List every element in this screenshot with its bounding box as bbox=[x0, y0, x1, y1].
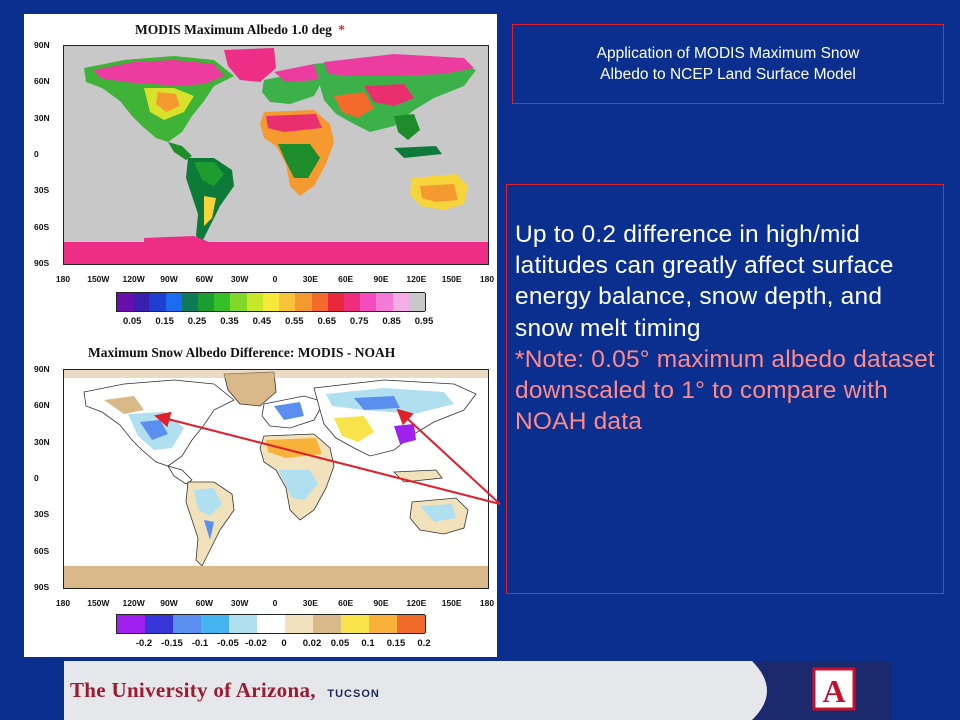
lat-label: 60N bbox=[34, 400, 50, 411]
colorbar-label: 0.15 bbox=[386, 638, 406, 649]
colorbar-label: 0 bbox=[281, 638, 287, 649]
lon-label: 90E bbox=[373, 598, 389, 608]
lon-label: 30W bbox=[230, 274, 249, 284]
university-wordmark: The University of Arizona, TUCSON bbox=[70, 678, 380, 702]
bottom-map-image bbox=[64, 370, 488, 588]
lon-label: 60W bbox=[195, 274, 214, 284]
slide-title-line2: Albedo to NCEP Land Surface Model bbox=[600, 66, 856, 83]
lat-label: 30S bbox=[34, 185, 50, 196]
colorbar-label: -0.02 bbox=[245, 638, 267, 649]
colorbar-strip bbox=[116, 292, 426, 312]
colorbar-label: 0.65 bbox=[317, 316, 336, 327]
colorbar-label: -0.2 bbox=[135, 638, 153, 649]
colorbar-label: -0.15 bbox=[161, 638, 183, 649]
lat-label: 30N bbox=[34, 112, 50, 123]
colorbar-label: 0.2 bbox=[417, 638, 431, 649]
slide-title-line1: Application of MODIS Maximum Snow bbox=[596, 45, 860, 62]
slide-text-box: Up to 0.2 difference in high/mid latitud… bbox=[506, 184, 944, 594]
lat-label: 60N bbox=[34, 76, 50, 87]
colorbar-label: 0.05 bbox=[122, 316, 142, 327]
lat-label: 0 bbox=[34, 149, 39, 159]
bottom-map-title: Maximum Snow Albedo Difference: MODIS - … bbox=[88, 345, 396, 360]
colorbar-strip bbox=[116, 614, 426, 634]
lat-label: 90S bbox=[34, 258, 50, 268]
arrow-to-north-america bbox=[154, 411, 501, 505]
lon-label: 120E bbox=[406, 274, 427, 284]
university-logo: A bbox=[752, 661, 892, 720]
arrow-to-asia bbox=[396, 408, 501, 505]
logo-letter: A bbox=[822, 673, 845, 709]
colorbar-label: 0.15 bbox=[155, 316, 174, 327]
body-text: Up to 0.2 difference in high/mid latitud… bbox=[515, 221, 894, 342]
lon-label: 150E bbox=[441, 598, 462, 608]
colorbar-swatch bbox=[408, 293, 426, 311]
colorbar-label: 0.85 bbox=[382, 316, 401, 327]
lat-label: 90N bbox=[34, 364, 50, 374]
colorbar-label: -0.05 bbox=[217, 638, 239, 649]
colorbar-label: 0.35 bbox=[220, 316, 239, 327]
lon-label: 180 bbox=[55, 598, 71, 608]
lon-label: 150W bbox=[87, 274, 110, 284]
colorbar-label: 0.95 bbox=[414, 316, 434, 327]
lon-label: 30E bbox=[302, 598, 318, 608]
lon-label: 60E bbox=[338, 274, 354, 284]
lon-label: 120E bbox=[406, 598, 427, 608]
bottom-map bbox=[63, 369, 489, 589]
note-text: *Note: 0.05° maximum albedo dataset down… bbox=[515, 345, 935, 436]
lat-label: 0 bbox=[34, 473, 39, 483]
lon-label: 30W bbox=[230, 598, 249, 608]
top-map-title: MODIS Maximum Albedo 1.0 deg * bbox=[135, 22, 346, 37]
lon-label: 0 bbox=[272, 598, 278, 608]
top-map-asterisk: * bbox=[338, 22, 346, 37]
lon-label: 60E bbox=[338, 598, 354, 608]
lon-label: 150W bbox=[87, 598, 110, 608]
lat-label: 60S bbox=[34, 545, 50, 556]
lon-label: 120W bbox=[122, 598, 145, 608]
lon-label: 150E bbox=[441, 274, 462, 284]
footer-banner: The University of Arizona, TUCSON A bbox=[64, 661, 892, 720]
lon-label: 90W bbox=[160, 274, 178, 284]
top-map bbox=[63, 45, 489, 265]
colorbar-label: -0.1 bbox=[191, 638, 209, 649]
lat-label: 30S bbox=[34, 509, 50, 520]
colorbar-label: 0.45 bbox=[252, 316, 272, 327]
lon-label: 180 bbox=[479, 598, 495, 608]
lon-label: 90E bbox=[373, 274, 389, 284]
lon-label: 90W bbox=[160, 598, 178, 608]
colorbar-swatch bbox=[397, 615, 426, 633]
colorbar-label: 0.1 bbox=[361, 638, 375, 649]
lon-label: 30E bbox=[302, 274, 318, 284]
colorbar-label: 0.05 bbox=[330, 638, 350, 649]
lat-label: 30N bbox=[34, 436, 50, 447]
slide-title-box: Application of MODIS Maximum Snow Albedo… bbox=[512, 24, 944, 104]
lat-label: 90N bbox=[34, 40, 50, 50]
top-map-image bbox=[64, 48, 488, 264]
colorbar-label: 0.02 bbox=[302, 638, 322, 649]
colorbar-label: 0.75 bbox=[349, 316, 369, 327]
lon-label: 120W bbox=[122, 274, 145, 284]
lon-label: 180 bbox=[55, 274, 71, 284]
lat-label: 60S bbox=[34, 221, 50, 232]
lat-label: 90S bbox=[34, 582, 50, 592]
lon-label: 60W bbox=[195, 598, 214, 608]
colorbar-label: 0.55 bbox=[285, 316, 304, 327]
lon-label: 180 bbox=[479, 274, 495, 284]
colorbar-label: 0.25 bbox=[187, 316, 207, 327]
lon-label: 0 bbox=[272, 274, 278, 284]
university-city: TUCSON bbox=[327, 688, 380, 700]
